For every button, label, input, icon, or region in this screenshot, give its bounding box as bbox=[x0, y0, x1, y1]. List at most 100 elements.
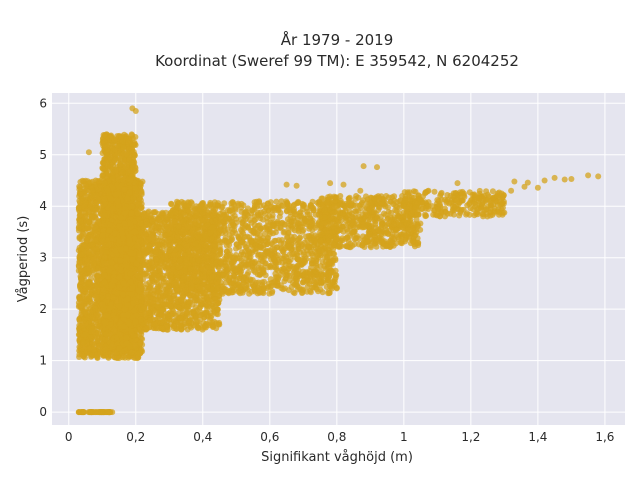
data-point bbox=[110, 169, 117, 175]
data-point bbox=[128, 203, 135, 210]
data-point bbox=[77, 211, 84, 218]
data-point bbox=[99, 237, 106, 244]
data-point bbox=[121, 186, 128, 193]
plot-area bbox=[52, 93, 625, 425]
data-point bbox=[80, 339, 87, 346]
data-points-layer bbox=[75, 105, 602, 416]
data-point bbox=[80, 353, 87, 360]
data-point bbox=[104, 187, 111, 194]
data-point bbox=[99, 301, 106, 308]
data-point bbox=[76, 235, 83, 242]
data-point bbox=[119, 169, 126, 176]
data-point bbox=[78, 302, 84, 309]
data-point bbox=[146, 265, 153, 272]
data-point bbox=[132, 184, 139, 191]
data-point bbox=[88, 328, 95, 335]
data-point bbox=[112, 315, 119, 322]
data-point bbox=[126, 189, 133, 196]
data-point bbox=[108, 259, 115, 266]
data-point bbox=[103, 312, 110, 319]
data-point bbox=[92, 177, 99, 184]
data-point bbox=[109, 205, 116, 212]
data-point bbox=[128, 159, 135, 166]
data-point bbox=[124, 195, 131, 202]
data-point bbox=[86, 295, 93, 302]
data-point bbox=[92, 224, 99, 231]
data-point bbox=[116, 184, 122, 190]
data-point bbox=[84, 258, 91, 265]
data-point bbox=[94, 337, 101, 344]
data-point bbox=[93, 319, 100, 326]
data-point bbox=[117, 161, 124, 168]
data-point bbox=[120, 150, 127, 157]
data-point bbox=[85, 180, 92, 187]
data-point bbox=[77, 179, 84, 185]
data-point bbox=[93, 295, 100, 302]
data-point bbox=[103, 331, 110, 338]
data-point bbox=[119, 176, 126, 183]
data-point bbox=[91, 270, 98, 277]
chart-title: År 1979 - 2019 bbox=[281, 30, 394, 49]
data-point bbox=[102, 336, 109, 343]
data-point bbox=[89, 314, 96, 321]
data-point bbox=[117, 266, 124, 272]
data-point bbox=[106, 227, 113, 234]
data-point bbox=[75, 227, 82, 234]
data-point bbox=[118, 133, 125, 140]
data-point bbox=[135, 201, 142, 208]
data-point bbox=[78, 251, 85, 258]
data-point bbox=[123, 334, 130, 341]
data-point bbox=[101, 279, 108, 286]
data-point bbox=[88, 409, 95, 416]
data-point bbox=[110, 277, 117, 284]
data-point bbox=[110, 294, 117, 301]
chart-subtitle: Koordinat (Sweref 99 TM): E 359542, N 62… bbox=[155, 52, 519, 70]
data-point bbox=[124, 169, 131, 176]
data-point bbox=[132, 191, 139, 198]
data-point bbox=[81, 189, 87, 196]
data-point bbox=[78, 268, 85, 275]
data-point bbox=[106, 305, 113, 312]
data-point bbox=[120, 144, 127, 151]
data-point bbox=[90, 260, 97, 267]
data-point bbox=[107, 195, 114, 202]
data-point bbox=[92, 237, 99, 244]
data-point bbox=[75, 409, 82, 416]
data-point bbox=[98, 409, 105, 416]
data-point bbox=[101, 196, 108, 203]
data-point bbox=[82, 331, 88, 338]
data-point bbox=[76, 295, 83, 302]
data-point bbox=[101, 253, 108, 260]
data-point bbox=[77, 276, 84, 282]
data-point bbox=[100, 286, 107, 293]
data-point bbox=[112, 191, 119, 198]
data-point bbox=[102, 143, 109, 150]
data-point bbox=[101, 212, 108, 218]
data-point bbox=[114, 198, 121, 205]
data-point bbox=[109, 175, 116, 182]
data-point bbox=[90, 346, 97, 353]
data-point bbox=[99, 232, 106, 239]
data-point bbox=[116, 345, 123, 352]
data-point bbox=[128, 349, 135, 356]
data-point bbox=[105, 241, 112, 248]
data-point bbox=[143, 281, 150, 288]
data-point bbox=[105, 409, 112, 416]
data-point bbox=[127, 177, 134, 184]
data-point bbox=[88, 213, 95, 220]
data-point bbox=[102, 346, 109, 353]
data-point bbox=[83, 219, 90, 225]
data-point bbox=[92, 207, 99, 214]
data-point bbox=[99, 175, 106, 182]
data-point bbox=[106, 267, 113, 274]
data-point bbox=[105, 293, 112, 300]
data-point bbox=[132, 342, 139, 349]
data-point bbox=[86, 246, 93, 253]
data-point bbox=[84, 265, 91, 272]
data-point bbox=[77, 218, 84, 225]
data-point bbox=[92, 305, 99, 312]
data-point bbox=[88, 352, 95, 359]
data-point bbox=[116, 355, 123, 362]
